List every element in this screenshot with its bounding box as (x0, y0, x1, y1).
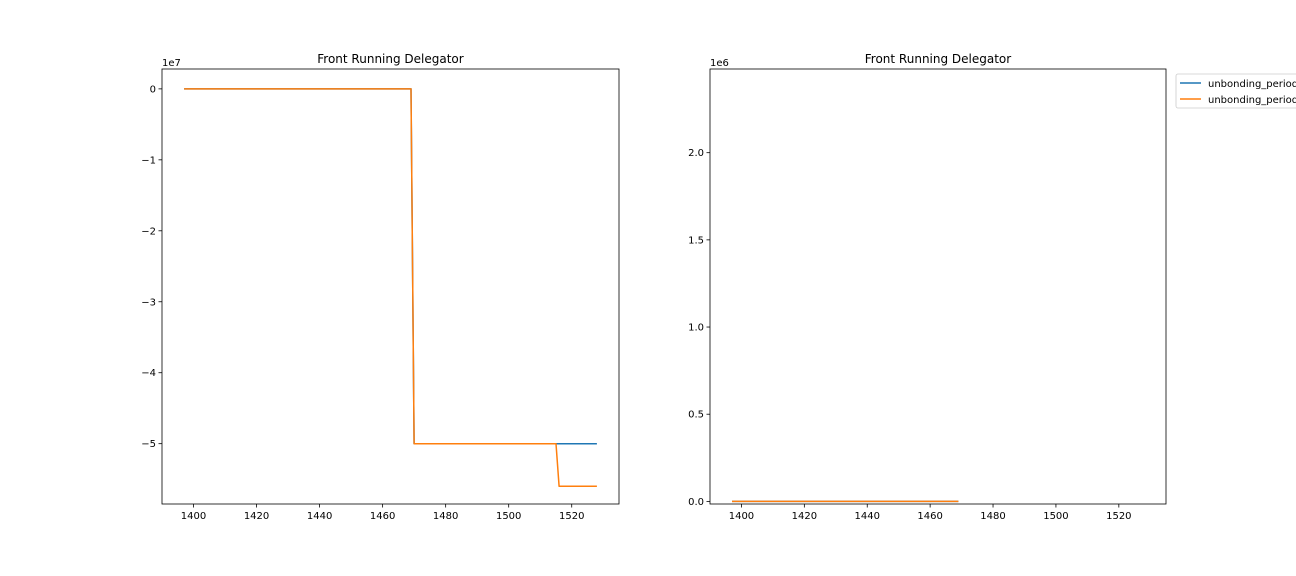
left-chart-xtick-label: 1400 (181, 511, 206, 522)
left-chart-series-line-1 (184, 88, 597, 445)
left-chart-ytick-label: 0 (150, 84, 156, 95)
right-chart-ytick-label: 0.0 (688, 497, 704, 508)
left-chart-ytick-label: −2 (141, 226, 156, 237)
legend-label-1: unbonding_period (1208, 79, 1296, 90)
right-chart-xtick-label: 1460 (917, 511, 942, 522)
left-chart-xtick-label: 1500 (496, 511, 521, 522)
right-chart-ytick-label: 2.0 (688, 148, 704, 159)
left-chart-ytick-label: −4 (141, 368, 156, 379)
right-chart: Front Running Delegator 1e6 1400 1420 1440… (688, 52, 1167, 522)
left-chart-x-axis: 1400 1420 1440 1460 1480 1500 1520 (181, 504, 584, 522)
right-chart-title: Front Running Delegator (865, 52, 1012, 66)
left-chart-lines (184, 88, 597, 488)
left-chart-xtick-label: 1420 (244, 511, 269, 522)
right-chart-ytick-label: 0.5 (688, 410, 704, 421)
right-chart-xtick-label: 1440 (855, 511, 880, 522)
left-chart-xtick-label: 1460 (370, 511, 395, 522)
right-chart-y-axis: 0.0 0.5 1.0 1.5 2.0 (688, 148, 710, 508)
right-chart-ytick-label: 1.0 (688, 323, 704, 334)
right-chart-offset-text: 1e6 (710, 58, 729, 69)
left-chart-y-axis: 0 −1 −2 −3 −4 −5 (141, 84, 162, 450)
legend: unbonding_period unbonding_period (1175, 73, 1296, 109)
legend-box (1175, 73, 1296, 109)
left-chart-xtick-label: 1440 (307, 511, 332, 522)
left-chart-xtick-label: 1520 (559, 511, 584, 522)
right-chart-xtick-label: 1480 (980, 511, 1005, 522)
left-chart: Front Running Delegator 1e7 1400 1420 1440… (141, 52, 620, 522)
right-chart-x-axis: 1400 1420 1440 1460 1480 1500 1520 (729, 504, 1132, 522)
left-chart-xtick-label: 1480 (433, 511, 458, 522)
right-chart-xtick-label: 1500 (1043, 511, 1068, 522)
right-chart-ytick-label: 1.5 (688, 235, 704, 246)
left-chart-ytick-label: −3 (141, 297, 156, 308)
left-chart-frame (161, 68, 620, 505)
right-chart-xtick-label: 1520 (1106, 511, 1131, 522)
left-chart-ytick-label: −1 (141, 155, 156, 166)
right-chart-frame (709, 68, 1167, 505)
left-chart-ytick-label: −5 (141, 439, 156, 450)
right-chart-xtick-label: 1400 (729, 511, 754, 522)
left-chart-title: Front Running Delegator (317, 52, 464, 66)
legend-label-2: unbonding_period (1208, 95, 1296, 106)
left-chart-series-line-2 (184, 88, 597, 488)
left-chart-offset-text: 1e7 (162, 58, 181, 69)
right-chart-xtick-label: 1420 (792, 511, 817, 522)
